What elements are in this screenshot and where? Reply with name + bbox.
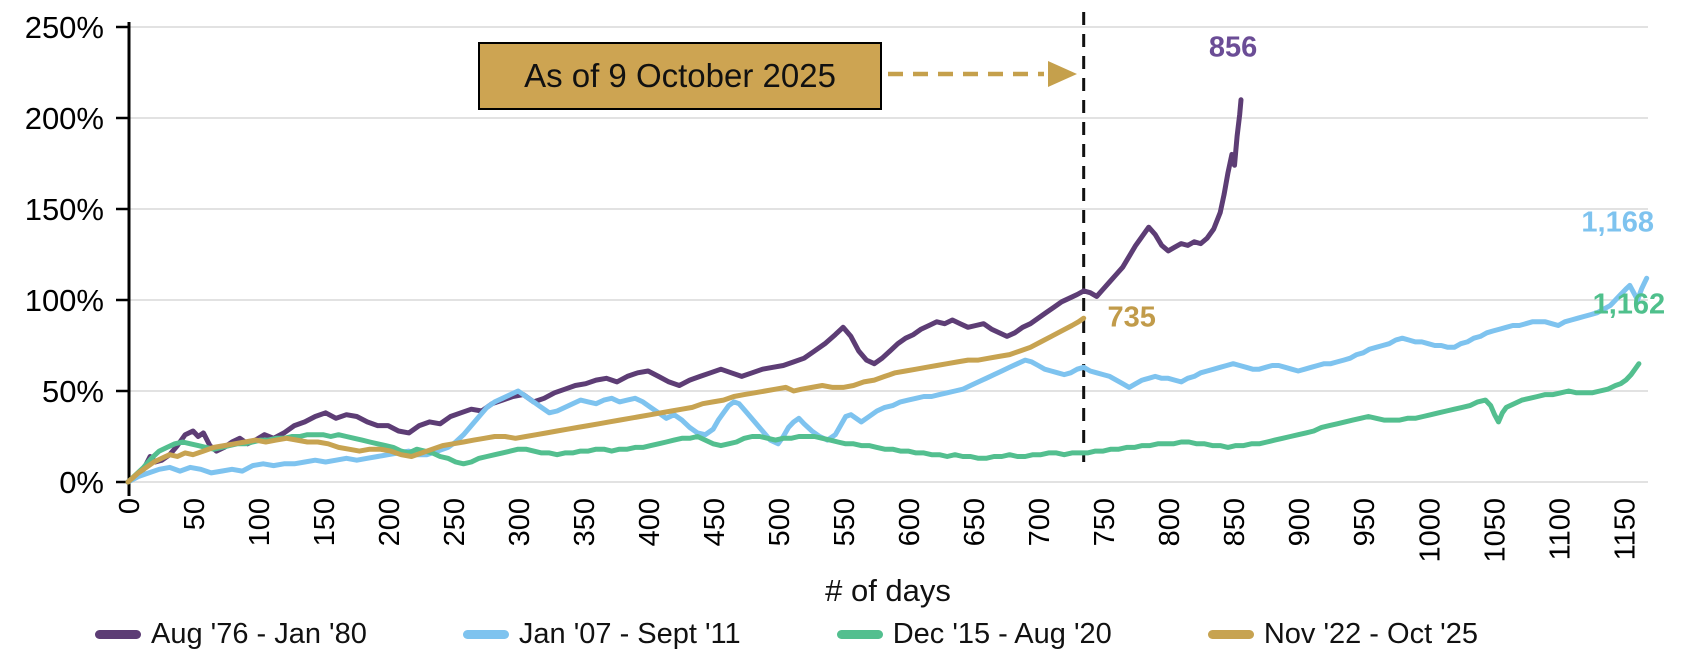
y-tick-label: 200% bbox=[25, 101, 104, 136]
x-axis-title: # of days bbox=[825, 573, 951, 608]
x-tick-label: 700 bbox=[1024, 498, 1056, 546]
legend-label: Nov '22 - Oct '25 bbox=[1263, 617, 1478, 650]
x-tick-label: 1050 bbox=[1479, 498, 1511, 563]
y-tick-label: 150% bbox=[25, 192, 104, 227]
legend-swatch-icon bbox=[462, 629, 509, 639]
legend-item-jan07-sept11: Jan '07 - Sept '11 bbox=[462, 617, 741, 651]
series-line-1 bbox=[125, 275, 1650, 485]
x-tick-label: 400 bbox=[634, 498, 666, 546]
series-line-0 bbox=[125, 97, 1244, 485]
legend-swatch-icon bbox=[1207, 629, 1254, 639]
x-tick-label: 800 bbox=[1154, 498, 1186, 546]
y-tick-label: 0% bbox=[59, 465, 104, 500]
x-tick-label: 50 bbox=[179, 498, 211, 530]
y-tick-label: 50% bbox=[42, 374, 104, 409]
annotation-text: As of 9 October 2025 bbox=[524, 57, 836, 94]
legend-swatch-icon bbox=[836, 629, 883, 639]
x-tick-label: 650 bbox=[959, 498, 991, 546]
legend-label: Jan '07 - Sept '11 bbox=[518, 617, 741, 650]
x-tick-label: 1100 bbox=[1544, 498, 1576, 560]
series-end-label-1162: 1,162 bbox=[1592, 288, 1666, 321]
x-tick-label: 200 bbox=[374, 498, 406, 546]
series-end-label-856: 856 bbox=[1208, 31, 1258, 64]
x-tick-label: 450 bbox=[699, 498, 731, 546]
x-tick-label: 850 bbox=[1219, 498, 1251, 546]
x-tick-label: 900 bbox=[1284, 498, 1316, 546]
x-tick-label: 750 bbox=[1089, 498, 1121, 546]
x-tick-label: 950 bbox=[1349, 498, 1381, 546]
x-tick-label: 500 bbox=[764, 498, 796, 546]
series-end-label-735: 735 bbox=[1107, 301, 1156, 334]
legend-label: Aug '76 - Jan '80 bbox=[151, 617, 367, 650]
series-line-2 bbox=[125, 361, 1642, 485]
legend-item-aug76-jan80: Aug '76 - Jan '80 bbox=[95, 618, 367, 651]
x-tick-label: 0 bbox=[114, 498, 146, 514]
annotation-box: As of 9 October 2025 bbox=[478, 42, 882, 110]
legend-swatch-icon bbox=[95, 629, 141, 639]
legend-item-dec15-aug20: Dec '15 - Aug '20 bbox=[836, 617, 1112, 651]
x-tick-label: 300 bbox=[504, 498, 536, 546]
x-tick-label: 350 bbox=[569, 498, 601, 546]
x-tick-label: 100 bbox=[244, 498, 276, 546]
x-tick-label: 1150 bbox=[1609, 498, 1641, 560]
legend-label: Dec '15 - Aug '20 bbox=[892, 617, 1112, 650]
series-line-3 bbox=[125, 315, 1087, 485]
x-tick-label: 1000 bbox=[1414, 498, 1446, 563]
x-tick-label: 600 bbox=[894, 498, 926, 546]
legend: Aug '76 - Jan '80 Jan '07 - Sept '11 Dec… bbox=[0, 614, 1690, 654]
y-tick-label: 100% bbox=[25, 283, 104, 318]
x-tick-label: 150 bbox=[309, 498, 341, 546]
y-tick-label: 250% bbox=[25, 10, 104, 45]
annotation-arrow-head-icon bbox=[1048, 61, 1077, 87]
x-tick-label: 550 bbox=[829, 498, 861, 546]
series-end-label-1168: 1,168 bbox=[1581, 206, 1654, 239]
x-tick-label: 250 bbox=[439, 498, 471, 546]
legend-item-nov22-oct25: Nov '22 - Oct '25 bbox=[1207, 617, 1478, 651]
